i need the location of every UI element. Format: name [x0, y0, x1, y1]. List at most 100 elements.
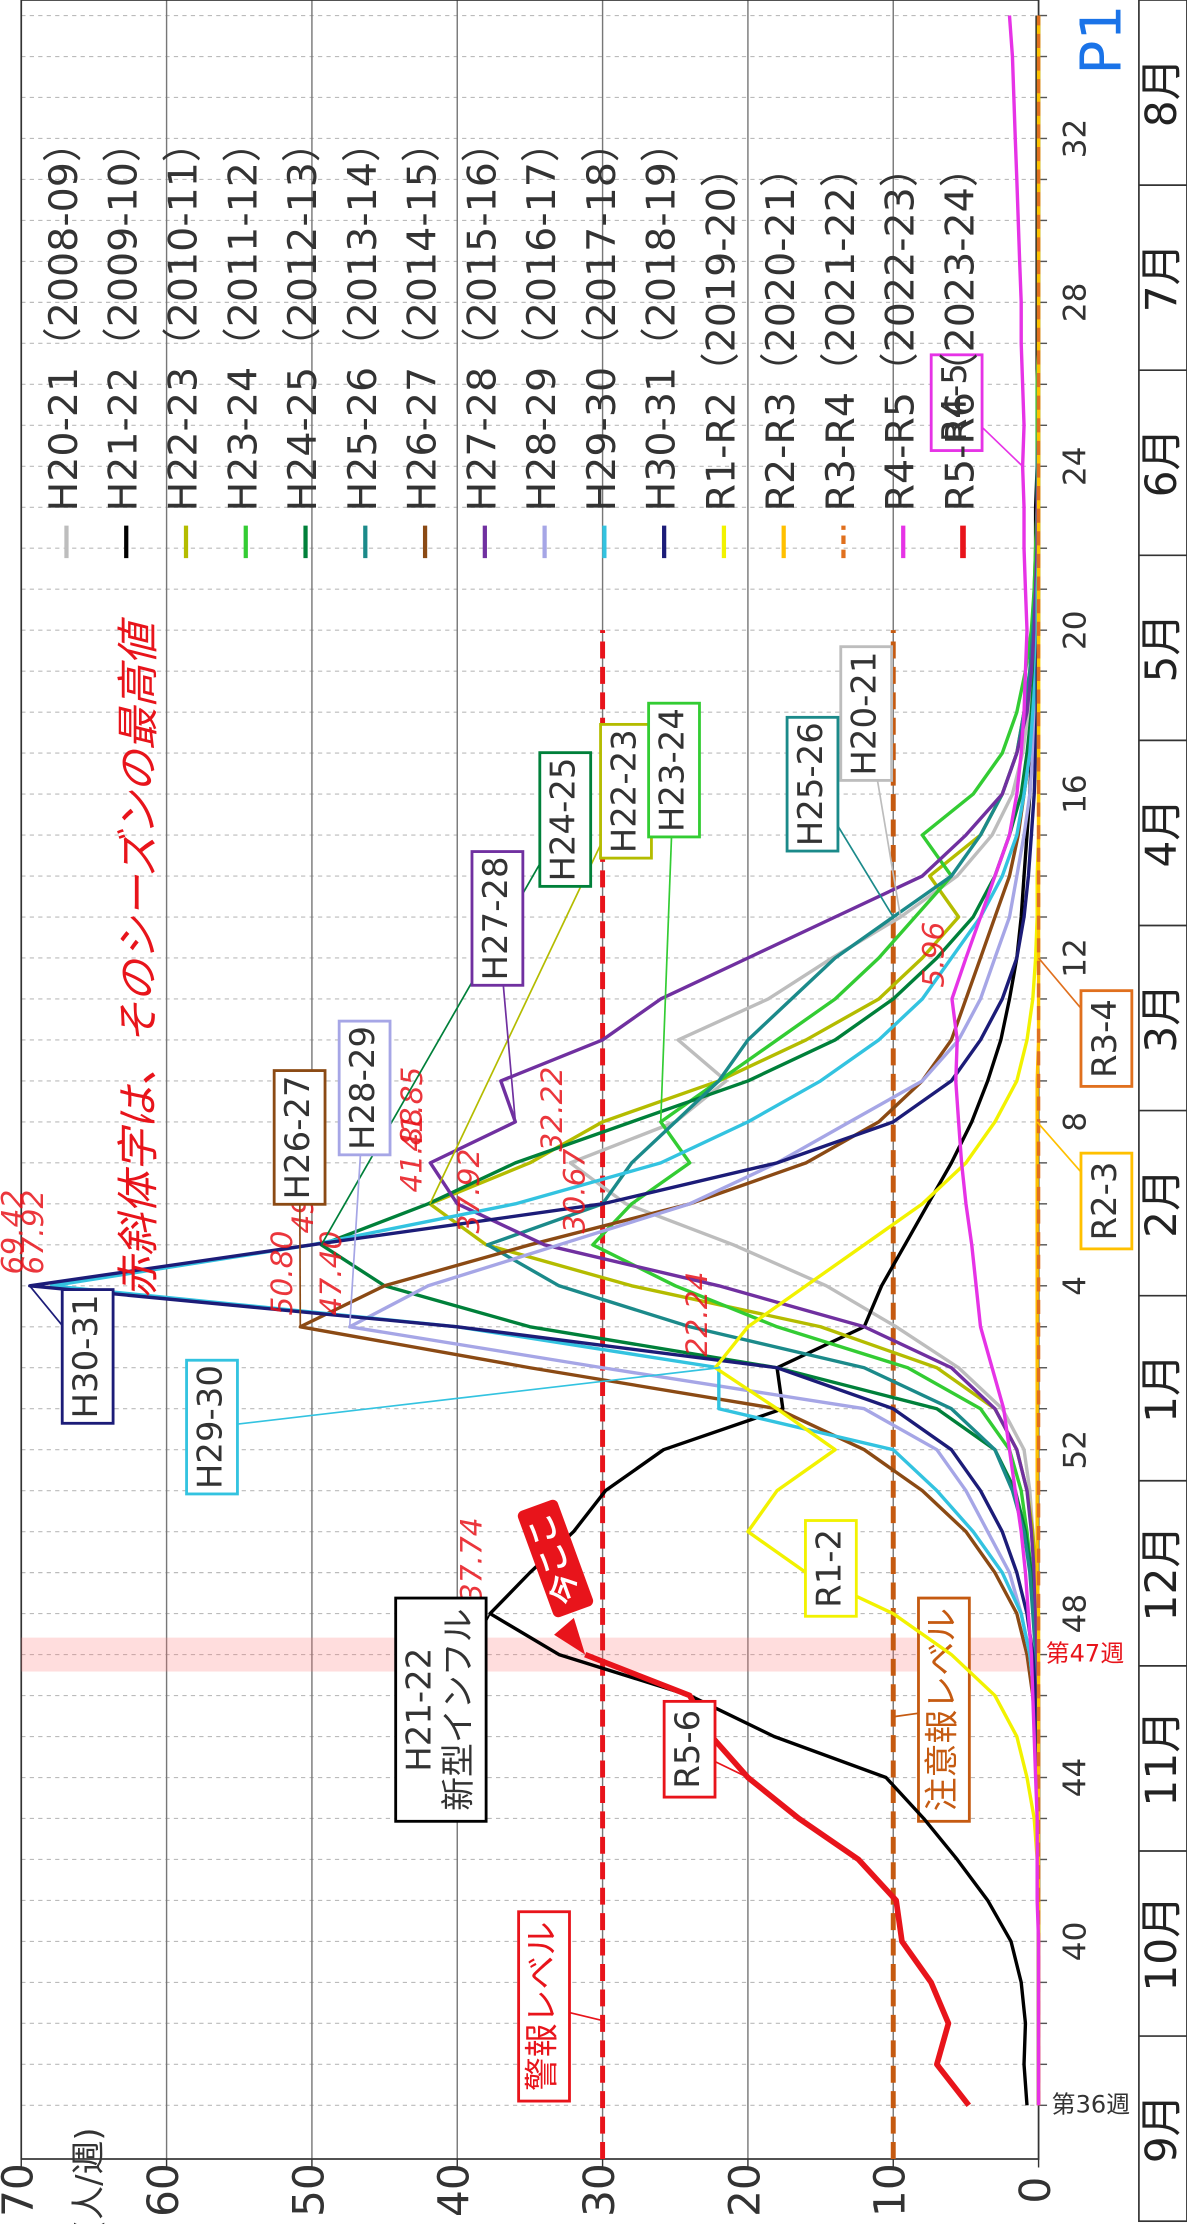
callout-box	[1079, 1151, 1134, 1251]
legend-label: H27-28（2015-16）	[459, 123, 505, 512]
callout-pointer	[211, 1366, 719, 1428]
x-tick-label: 48	[1058, 1594, 1094, 1634]
legend-label: R1-R2（2019-20）	[698, 148, 744, 512]
callout-label: H27-28	[476, 856, 515, 980]
callout-box	[538, 751, 593, 888]
legend-label: R5-R6（2023-24）	[937, 148, 983, 512]
x-tick-label: 20	[1058, 610, 1094, 650]
legend-label: H26-27（2014-15）	[400, 123, 446, 512]
legend-label: H21-22（2009-10）	[101, 123, 147, 512]
current-pointer-box	[517, 1499, 594, 1618]
callout-label: R4-5	[935, 363, 974, 442]
peak-label: 50.80	[264, 1231, 299, 1316]
month-label: 3月	[1137, 983, 1186, 1052]
callout-box	[839, 645, 894, 782]
callout-label: H25-26	[791, 722, 830, 846]
callout-label: R5-6	[668, 1710, 707, 1789]
callout-box	[337, 1019, 392, 1157]
y-tick-label: 20	[720, 2163, 769, 2217]
y-tick-label: 50	[284, 2163, 333, 2217]
callout-box	[470, 850, 525, 987]
legend-label: H22-23（2010-11）	[161, 123, 207, 512]
callout-label: 注意報レベル	[922, 1608, 961, 1811]
legend-label: H24-25（2012-13）	[280, 123, 326, 512]
series-line	[950, 15, 1041, 2106]
month-label: 10月	[1137, 1895, 1186, 1991]
x-tick-label: 44	[1058, 1758, 1094, 1798]
peak-label: 30.67	[556, 1148, 591, 1233]
callout-box	[917, 1596, 971, 1823]
callout-label: H24-25	[544, 758, 583, 882]
peak-label: 22.24	[679, 1272, 714, 1357]
callout-label: H29-30	[191, 1365, 230, 1489]
callout-box	[394, 1596, 488, 1823]
month-label: 9月	[1137, 2094, 1186, 2163]
month-label: 12月	[1137, 1525, 1186, 1621]
y-axis-label: (人/週)	[69, 2127, 108, 2224]
peak-label: 67.92	[15, 1190, 50, 1275]
callout-box	[599, 722, 653, 860]
callout-label: H20-21	[845, 652, 884, 776]
callout-box	[929, 353, 984, 452]
callout-box	[1079, 989, 1134, 1088]
x-tick-label: 16	[1058, 774, 1094, 814]
callout-label: H30-31	[66, 1294, 105, 1418]
x-tick-label: 24	[1058, 447, 1094, 487]
y-tick-label: 70	[0, 2163, 43, 2217]
y-tick-label: 40	[430, 2163, 479, 2217]
y-tick-label: 30	[575, 2163, 624, 2217]
callout-box	[60, 1288, 115, 1425]
current-arrow	[554, 1617, 586, 1655]
x-tick-label: 4	[1058, 1276, 1094, 1296]
callout-box	[804, 1519, 858, 1618]
peak-label: 5.96	[916, 922, 951, 988]
y-tick-label: 0	[1011, 2177, 1060, 2204]
callout-label: H28-29	[343, 1026, 382, 1150]
callout-box	[662, 1699, 717, 1799]
callout-label: 警報レベル	[523, 1922, 562, 2092]
x-tick-label: 52	[1058, 1430, 1094, 1470]
month-label: 6月	[1137, 428, 1186, 497]
callout-label: H26-27	[278, 1075, 317, 1199]
callout-label: R3-4	[1085, 999, 1124, 1078]
callout-label: H21-22	[400, 1648, 439, 1772]
callout-pointer	[429, 790, 627, 1205]
callout-box	[517, 1910, 571, 2103]
page-label: P1	[1070, 5, 1135, 75]
callout-label: R2-3	[1085, 1162, 1124, 1241]
callout-label: H23-24	[653, 708, 692, 832]
legend-label: R3-R4（2021-22）	[818, 148, 864, 512]
y-tick-label: 60	[139, 2163, 188, 2217]
month-label: 7月	[1137, 243, 1186, 312]
legend-label: R2-R3（2020-21）	[758, 148, 804, 512]
x-tick-label: 12	[1058, 938, 1094, 978]
legend-label: H23-24（2011-12）	[220, 123, 266, 512]
callout-pointer	[320, 819, 566, 1246]
peak-label: 41.88	[393, 1108, 428, 1193]
month-label: 8月	[1137, 58, 1186, 127]
x-tick-label: 40	[1058, 1922, 1094, 1962]
callout-label: R1-2	[809, 1529, 848, 1608]
legend-label: H20-21（2008-09）	[41, 123, 87, 512]
callout-label: H22-23	[604, 729, 643, 853]
callout-box	[185, 1358, 239, 1496]
peak-label: 32.22	[534, 1067, 569, 1152]
peak-label: 37.92	[451, 1149, 486, 1234]
peak-label: 37.74	[454, 1517, 489, 1602]
legend-label: H29-30（2017-18）	[579, 123, 625, 512]
current-week-label: 第47週	[1046, 1640, 1125, 1668]
x-tick-label: 8	[1058, 1112, 1094, 1132]
callout-box	[785, 715, 840, 853]
peak-label: 47.40	[313, 1231, 348, 1316]
current-week-band	[21, 1637, 1039, 1672]
month-label: 11月	[1137, 1710, 1186, 1806]
x-tick-label: 28	[1058, 283, 1094, 323]
peak-label: 69.42	[0, 1190, 30, 1275]
legend-label: R4-R5（2022-23）	[878, 148, 924, 512]
callout-box	[272, 1069, 327, 1206]
x-tick-label: 第36週	[1052, 2090, 1131, 2118]
legend-label: H25-26（2013-14）	[340, 123, 386, 512]
legend-label: H30-31（2018-19）	[639, 123, 685, 512]
